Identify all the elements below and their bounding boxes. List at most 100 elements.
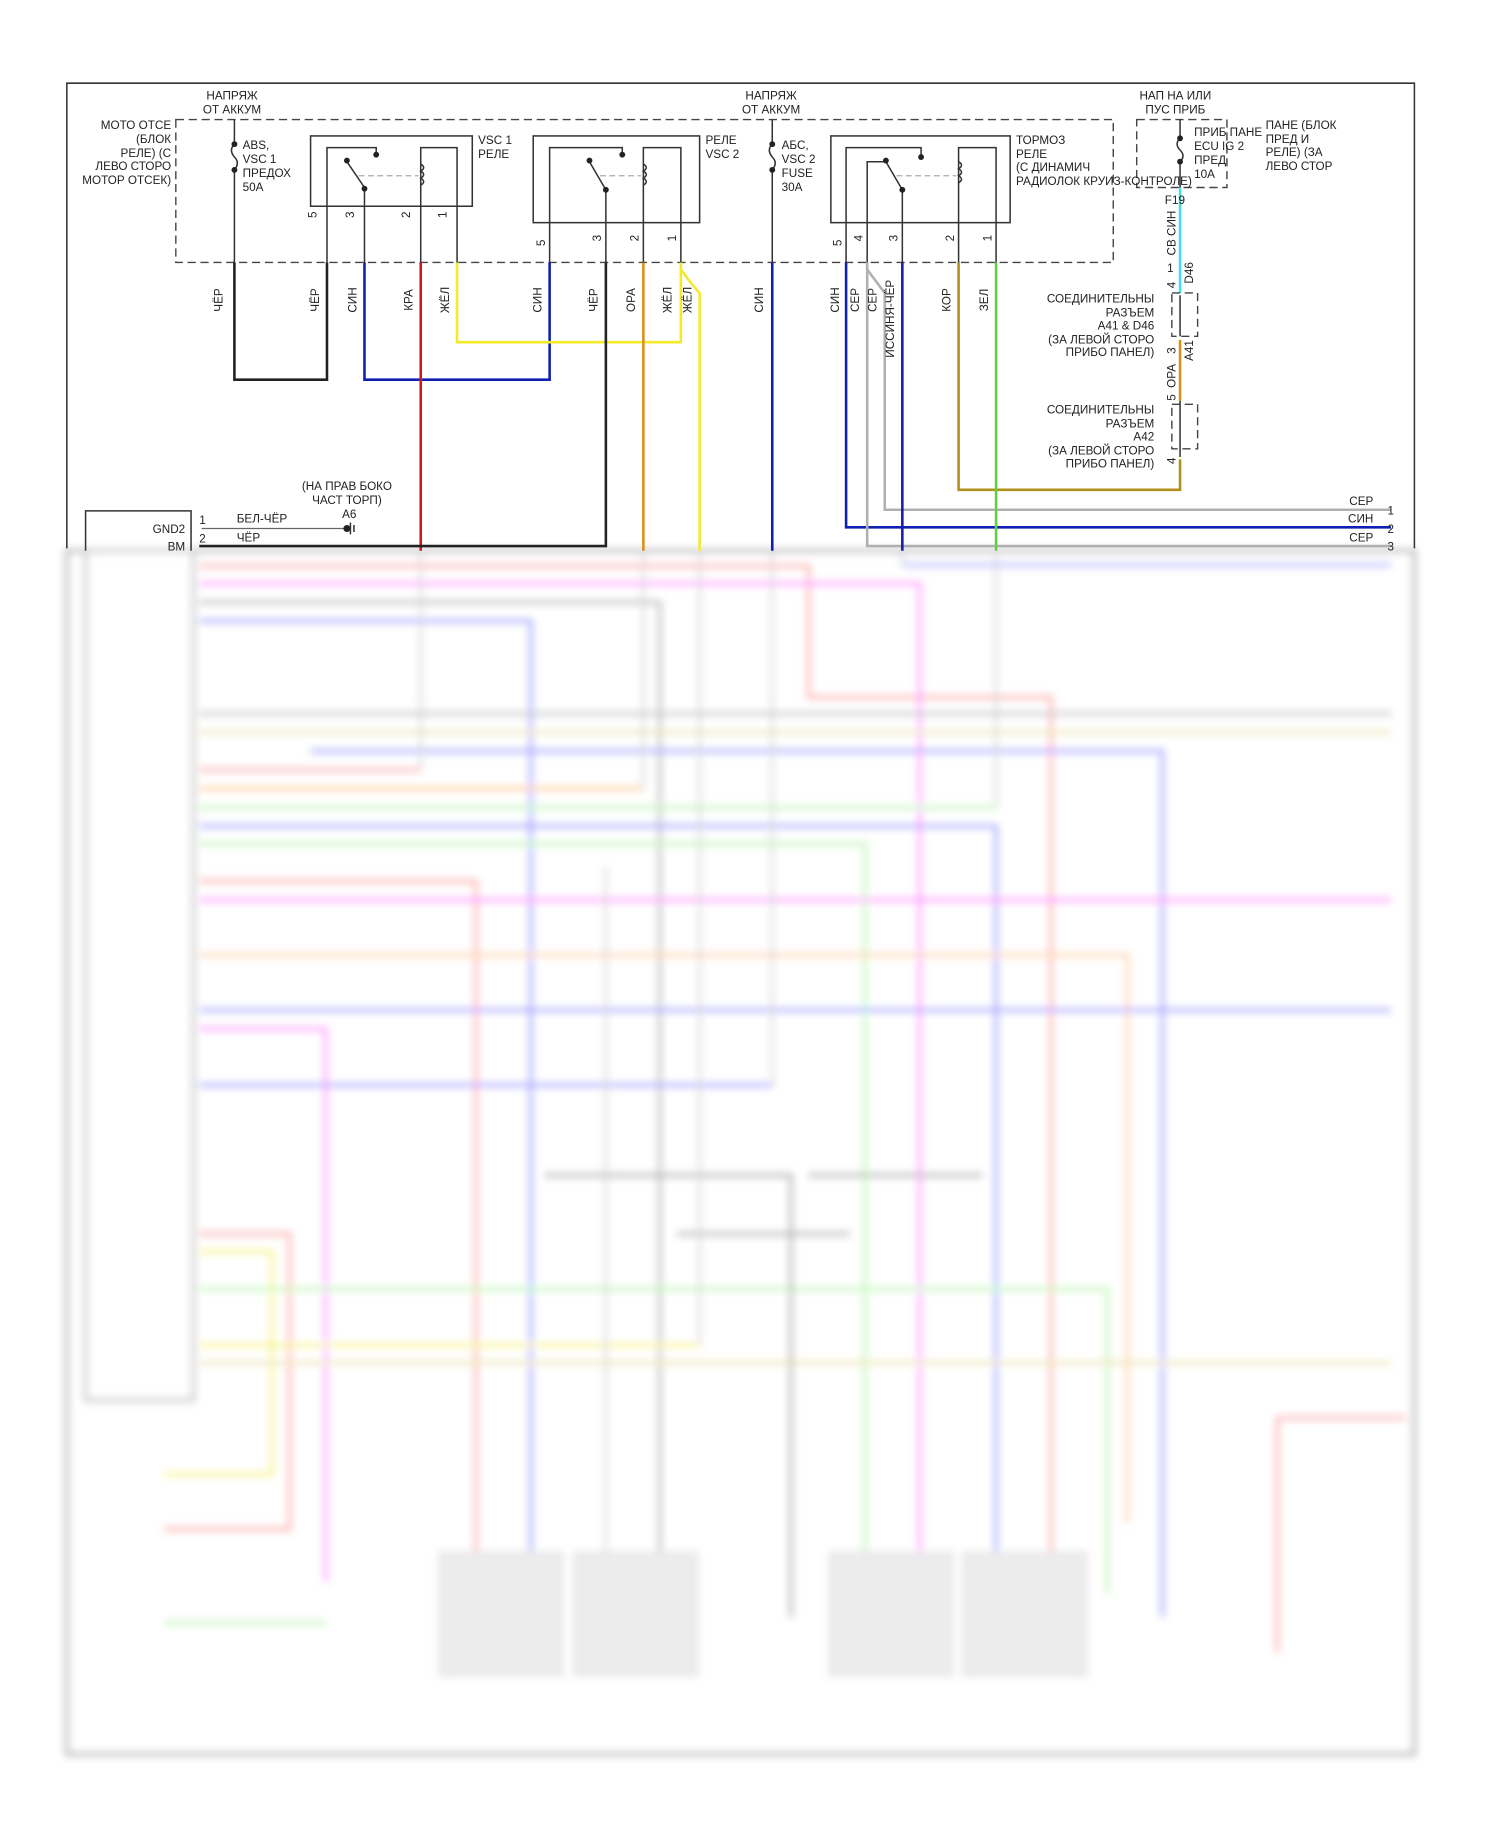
wire-label: СЕР — [849, 288, 862, 312]
svg-text:4: 4 — [852, 234, 865, 241]
svg-text:1: 1 — [199, 514, 206, 527]
svg-text:4: 4 — [1165, 281, 1178, 288]
svg-text:РАЗЪЕМ: РАЗЪЕМ — [1106, 306, 1155, 319]
svg-text:5: 5 — [831, 239, 844, 246]
svg-text:ОРА: ОРА — [1165, 364, 1178, 388]
svg-text:VSC 2: VSC 2 — [782, 153, 816, 166]
wire-label: ЖЁЛ — [661, 287, 674, 313]
svg-text:2: 2 — [400, 211, 413, 218]
svg-text:2: 2 — [629, 235, 642, 242]
svg-text:ПРЕД И: ПРЕД И — [1266, 133, 1310, 146]
wire-label: ЖЁЛ — [681, 287, 694, 313]
svg-text:10A: 10A — [1194, 168, 1215, 181]
wire-label: ЧЁР — [309, 288, 322, 312]
wire-label: ЖЁЛ — [439, 287, 452, 313]
svg-text:ПРИБ ПАНЕ: ПРИБ ПАНЕ — [1194, 126, 1262, 139]
wire-label: ЗЕЛ — [978, 289, 991, 312]
svg-text:1: 1 — [981, 235, 994, 242]
blurred-wire — [199, 600, 662, 1559]
blurred-region — [65, 548, 1417, 1756]
blurred-wire — [199, 841, 867, 1559]
svg-text:1: 1 — [437, 211, 450, 218]
svg-text:GND2: GND2 — [153, 523, 186, 536]
svg-text:ТОРМОЗ: ТОРМОЗ — [1016, 134, 1065, 147]
svg-text:ЛЕВО СТОР: ЛЕВО СТОР — [1266, 160, 1333, 173]
svg-text:НАП НА ИЛИ: НАП НА ИЛИ — [1139, 90, 1211, 103]
svg-text:РЕЛЕ: РЕЛЕ — [705, 134, 736, 147]
svg-text:3: 3 — [344, 211, 357, 218]
blurred-wire — [199, 1027, 328, 1582]
wire-label: КОР — [940, 288, 953, 312]
svg-text:VSC 1: VSC 1 — [243, 153, 277, 166]
blurred-wire — [199, 879, 478, 1559]
svg-text:ОТ АККУМ: ОТ АККУМ — [203, 104, 261, 117]
wire-label: СИН — [753, 287, 766, 312]
svg-text:4: 4 — [1165, 457, 1178, 464]
svg-text:3: 3 — [888, 235, 901, 242]
wires — [199, 187, 1391, 551]
svg-text:ПУС ПРИБ: ПУС ПРИБ — [1145, 104, 1205, 117]
svg-text:РЕЛЕ) (С: РЕЛЕ) (С — [121, 147, 172, 160]
svg-text:НАПРЯЖ: НАПРЯЖ — [206, 90, 258, 103]
svg-text:3: 3 — [1165, 347, 1178, 354]
blurred-sensor — [573, 1552, 698, 1677]
wire-label: ИССИНЯ-ЧЁР — [884, 280, 897, 358]
svg-text:FUSE: FUSE — [782, 167, 813, 180]
svg-text:50A: 50A — [243, 181, 264, 194]
svg-text:2: 2 — [944, 235, 957, 242]
svg-text:ЛЕВО СТОРО: ЛЕВО СТОРО — [95, 160, 171, 173]
svg-text:5: 5 — [1165, 394, 1178, 401]
blurred-wire — [199, 564, 1053, 1559]
blurred-wire — [310, 749, 1165, 1618]
svg-text:(БЛОК: (БЛОК — [136, 133, 171, 146]
svg-text:СИН: СИН — [1348, 513, 1373, 526]
blurred-wire — [199, 824, 998, 1559]
svg-text:5: 5 — [535, 239, 548, 246]
blurred-wire — [199, 619, 533, 1559]
panel-fuse-block — [1135, 118, 1228, 189]
svg-text:СВ СИН: СВ СИН — [1165, 211, 1178, 256]
svg-text:ЧАСТ ТОРП): ЧАСТ ТОРП) — [312, 494, 382, 507]
svg-text:РЕЛЕ: РЕЛЕ — [478, 148, 509, 161]
svg-text:D46: D46 — [1183, 262, 1196, 283]
ecu-connector: GND2 BM 1 2 БЕЛ-ЧЁР ЧЁР — [84, 510, 288, 554]
svg-text:30A: 30A — [782, 181, 803, 194]
blurred-sensor — [962, 1552, 1087, 1677]
outer-frame — [66, 82, 1416, 549]
svg-text:СОЕДИНИТЕЛЬНЫ: СОЕДИНИТЕЛЬНЫ — [1047, 292, 1154, 305]
blurred-wire — [199, 1287, 1110, 1594]
blurred-wire — [544, 1173, 983, 1618]
svg-text:СЕР: СЕР — [1349, 531, 1373, 544]
blurred-sensor — [438, 1552, 564, 1677]
svg-text:ПРИБО ПАНЕЛ): ПРИБО ПАНЕЛ) — [1066, 346, 1155, 359]
svg-text:СЕР: СЕР — [1349, 495, 1373, 508]
svg-text:(НА ПРАВ БОКО: (НА ПРАВ БОКО — [302, 480, 392, 493]
svg-text:2: 2 — [1387, 523, 1394, 536]
blurred-wire — [164, 1232, 292, 1531]
wire-label: ЧЁР — [588, 288, 601, 312]
svg-text:ОТ АККУМ: ОТ АККУМ — [742, 104, 800, 117]
svg-text:1: 1 — [1167, 262, 1174, 275]
svg-text:СОЕДИНИТЕЛЬНЫ: СОЕДИНИТЕЛЬНЫ — [1047, 404, 1154, 417]
blurred-wire — [199, 953, 1130, 1524]
output-connector: СЕР 1 СИН 2 СЕР 3 — [1348, 495, 1394, 554]
blurred-wire — [419, 550, 998, 1559]
svg-text:(ЗА ЛЕВОЙ СТОРО: (ЗА ЛЕВОЙ СТОРО — [1048, 333, 1154, 346]
wire-label: СИН — [346, 287, 359, 312]
svg-text:МОТО ОТСЕ: МОТО ОТСЕ — [101, 119, 172, 132]
wire-label: СИН — [531, 287, 544, 312]
svg-text:БЕЛ-ЧЁР: БЕЛ-ЧЁР — [237, 513, 288, 526]
svg-text:A6: A6 — [342, 508, 356, 521]
blurred-wire — [1275, 1416, 1407, 1653]
wire-label: КРА — [403, 289, 416, 311]
